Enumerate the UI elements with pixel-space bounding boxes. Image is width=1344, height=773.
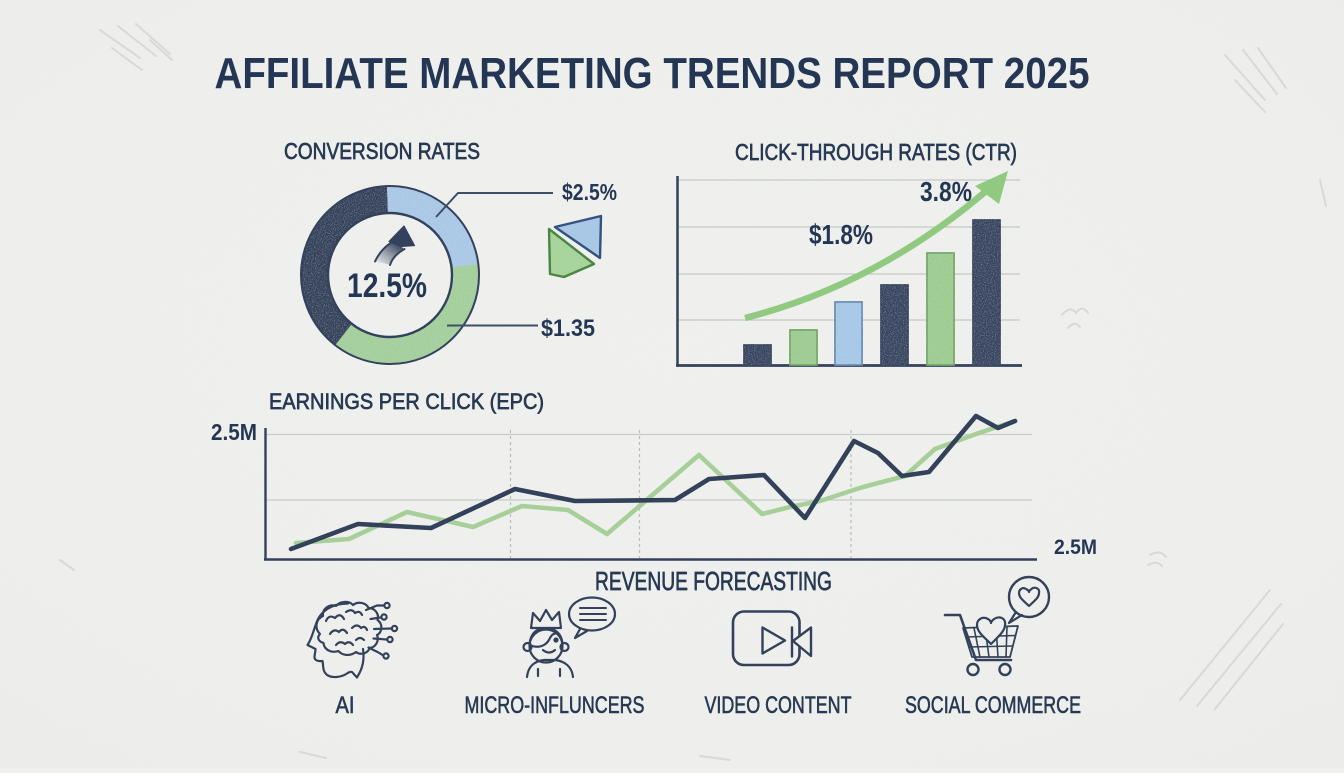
svg-text:REVENUE FORECASTING: REVENUE FORECASTING bbox=[595, 566, 832, 596]
svg-text:SOCIAL COMMERCE: SOCIAL COMMERCE bbox=[905, 692, 1081, 719]
svg-text:2.5M: 2.5M bbox=[1054, 536, 1097, 559]
svg-text:3.8%: 3.8% bbox=[920, 176, 972, 207]
svg-text:EARNINGS PER CLICK (EPC): EARNINGS PER CLICK (EPC) bbox=[269, 389, 544, 414]
svg-text:CLICK-THROUGH RATES (CTR): CLICK-THROUGH RATES (CTR) bbox=[735, 139, 1017, 165]
svg-text:CONVERSION RATES: CONVERSION RATES bbox=[284, 138, 480, 164]
svg-text:AI: AI bbox=[336, 692, 355, 719]
svg-text:$1.35: $1.35 bbox=[541, 315, 595, 342]
svg-text:AFFILIATE MARKETING TRENDS REP: AFFILIATE MARKETING TRENDS REPORT 2025 bbox=[215, 49, 1090, 98]
svg-text:12.5%: 12.5% bbox=[347, 267, 427, 305]
svg-text:2.5M: 2.5M bbox=[211, 419, 257, 445]
svg-text:$1.8%: $1.8% bbox=[809, 219, 873, 250]
svg-text:VIDEO CONTENT: VIDEO CONTENT bbox=[705, 692, 852, 719]
svg-text:MICRO-INFLUNCERS: MICRO-INFLUNCERS bbox=[465, 692, 645, 719]
svg-text:$2.5%: $2.5% bbox=[562, 179, 617, 205]
